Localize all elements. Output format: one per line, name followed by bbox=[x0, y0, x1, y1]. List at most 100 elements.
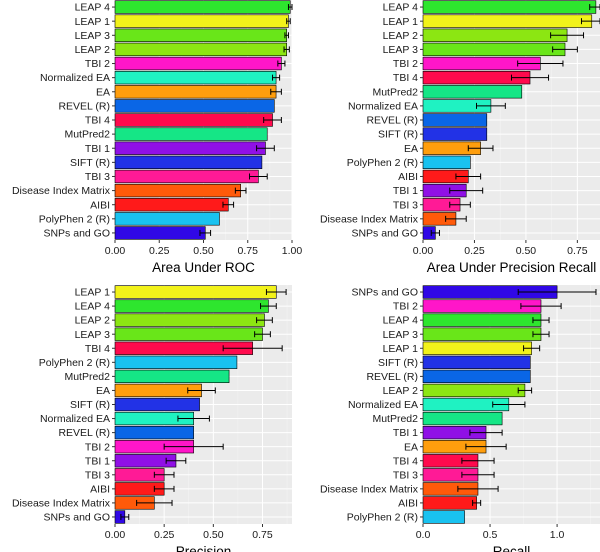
category-label: Normalized EA bbox=[348, 399, 418, 411]
category-label: SIFT (R) bbox=[378, 357, 418, 369]
error-bar bbox=[467, 145, 494, 152]
error-bar bbox=[580, 18, 600, 25]
error-bar bbox=[254, 331, 271, 338]
error-bar bbox=[286, 18, 291, 25]
bar-tbi-3 bbox=[114, 169, 259, 184]
panel-auprc: LEAP 4 LEAP 1 LEAP 2 LEAP 3 TBI 2 TBI 4 MutPre… bbox=[320, 0, 600, 275]
error-bar bbox=[532, 317, 550, 324]
bar-leap-4 bbox=[422, 313, 542, 327]
error-bar bbox=[465, 443, 507, 450]
category-label: TBI 1 bbox=[393, 185, 418, 197]
error-bar bbox=[532, 331, 550, 338]
category-label: REVEL (R) bbox=[366, 371, 418, 383]
bar-mutpred2 bbox=[114, 127, 268, 141]
error-bar bbox=[222, 345, 283, 352]
category-label: MutPred2 bbox=[64, 129, 110, 141]
bar-polyphen-2-r bbox=[114, 355, 238, 369]
x-tick-label: 0.5 bbox=[483, 529, 498, 541]
error-bar bbox=[520, 303, 562, 310]
error-bar bbox=[445, 215, 467, 222]
panel-precision: LEAP 1 LEAP 4 LEAP 2 LEAP 3 TBI 4 PolyPhen 2 … bbox=[12, 285, 292, 552]
error-bar bbox=[153, 471, 175, 478]
error-bar bbox=[256, 317, 273, 324]
bar-revel-r bbox=[114, 99, 275, 113]
panel-recall: SNPs and GO TBI 2 LEAP 4 LEAP 3 LEAP 1 SIFT (… bbox=[320, 285, 600, 552]
error-bar bbox=[222, 201, 235, 208]
error-bar bbox=[284, 32, 289, 39]
bar-mutpred2 bbox=[422, 85, 523, 99]
error-bar bbox=[492, 401, 526, 408]
category-label: LEAP 4 bbox=[383, 315, 419, 327]
error-bar bbox=[287, 4, 293, 11]
error-bar bbox=[187, 387, 216, 394]
error-bar bbox=[120, 513, 130, 520]
bar-leap-3 bbox=[422, 327, 542, 341]
category-label: MutPred2 bbox=[64, 371, 110, 383]
error-bar bbox=[517, 60, 564, 67]
bar-leap-3 bbox=[114, 28, 287, 42]
error-bar bbox=[177, 415, 210, 422]
category-label: AIBI bbox=[398, 498, 418, 510]
category-label: REVEL (R) bbox=[366, 115, 418, 127]
x-axis-title: Recall bbox=[493, 544, 531, 552]
bar-snps-and-go bbox=[114, 226, 206, 240]
category-label: LEAP 1 bbox=[75, 287, 111, 299]
bar-polyphen-2-r bbox=[422, 155, 471, 170]
x-tick-label: 0.00 bbox=[105, 245, 126, 257]
error-bar bbox=[199, 229, 212, 236]
x-axis-title: Area Under Precision Recall bbox=[427, 260, 597, 275]
x-tick-label: 0.25 bbox=[149, 245, 170, 257]
category-label: SNPs and GO bbox=[43, 228, 110, 240]
category-label: TBI 1 bbox=[85, 143, 110, 155]
bar-ea bbox=[114, 85, 277, 99]
category-label: LEAP 4 bbox=[75, 301, 111, 313]
error-bar bbox=[511, 74, 550, 81]
error-bar bbox=[256, 145, 275, 152]
category-label: Disease Index Matrix bbox=[320, 213, 419, 225]
error-bar bbox=[550, 32, 585, 39]
x-tick-label: 1.0 bbox=[550, 529, 565, 541]
bar-sift-r bbox=[114, 397, 200, 412]
category-label: Normalized EA bbox=[40, 72, 110, 84]
category-label: PolyPhen 2 (R) bbox=[39, 357, 110, 369]
bar-tbi-1 bbox=[114, 141, 266, 155]
category-label: EA bbox=[96, 385, 110, 397]
category-label: Disease Index Matrix bbox=[12, 185, 111, 197]
category-label: TBI 4 bbox=[85, 115, 110, 127]
category-label: SIFT (R) bbox=[70, 157, 110, 169]
category-label: TBI 3 bbox=[85, 171, 110, 183]
bar-leap-1 bbox=[114, 14, 289, 28]
bar-leap-2 bbox=[114, 42, 287, 57]
error-bar bbox=[517, 387, 533, 394]
category-label: Disease Index Matrix bbox=[12, 498, 111, 510]
bar-leap-3 bbox=[422, 42, 566, 57]
error-bar bbox=[461, 471, 495, 478]
bar-sift-r bbox=[422, 355, 531, 369]
error-bar bbox=[263, 117, 282, 123]
bar-mutpred2 bbox=[114, 369, 230, 384]
category-label: LEAP 1 bbox=[383, 343, 419, 355]
error-bar bbox=[457, 485, 499, 492]
category-label: TBI 2 bbox=[393, 301, 418, 313]
category-label: PolyPhen 2 (R) bbox=[39, 213, 110, 225]
x-tick-label: 0.75 bbox=[238, 245, 259, 257]
error-bar bbox=[136, 499, 173, 506]
category-label: SNPs and GO bbox=[351, 287, 418, 299]
error-bar bbox=[234, 187, 247, 194]
error-bar bbox=[260, 303, 277, 310]
category-label: PolyPhen 2 (R) bbox=[347, 512, 418, 524]
category-label: AIBI bbox=[90, 199, 110, 211]
error-bar bbox=[163, 443, 224, 450]
category-label: LEAP 4 bbox=[75, 2, 111, 14]
bar-tbi-4 bbox=[114, 113, 273, 127]
category-label: TBI 4 bbox=[393, 455, 418, 467]
category-label: REVEL (R) bbox=[58, 427, 110, 439]
x-tick-label: 0.50 bbox=[516, 245, 537, 257]
bar-disease-index-matrix bbox=[114, 183, 241, 198]
category-label: EA bbox=[404, 143, 418, 155]
category-label: TBI 4 bbox=[85, 343, 110, 355]
category-label: EA bbox=[96, 86, 110, 98]
bar-aibi bbox=[422, 496, 477, 510]
x-tick-label: 0.00 bbox=[413, 245, 434, 257]
